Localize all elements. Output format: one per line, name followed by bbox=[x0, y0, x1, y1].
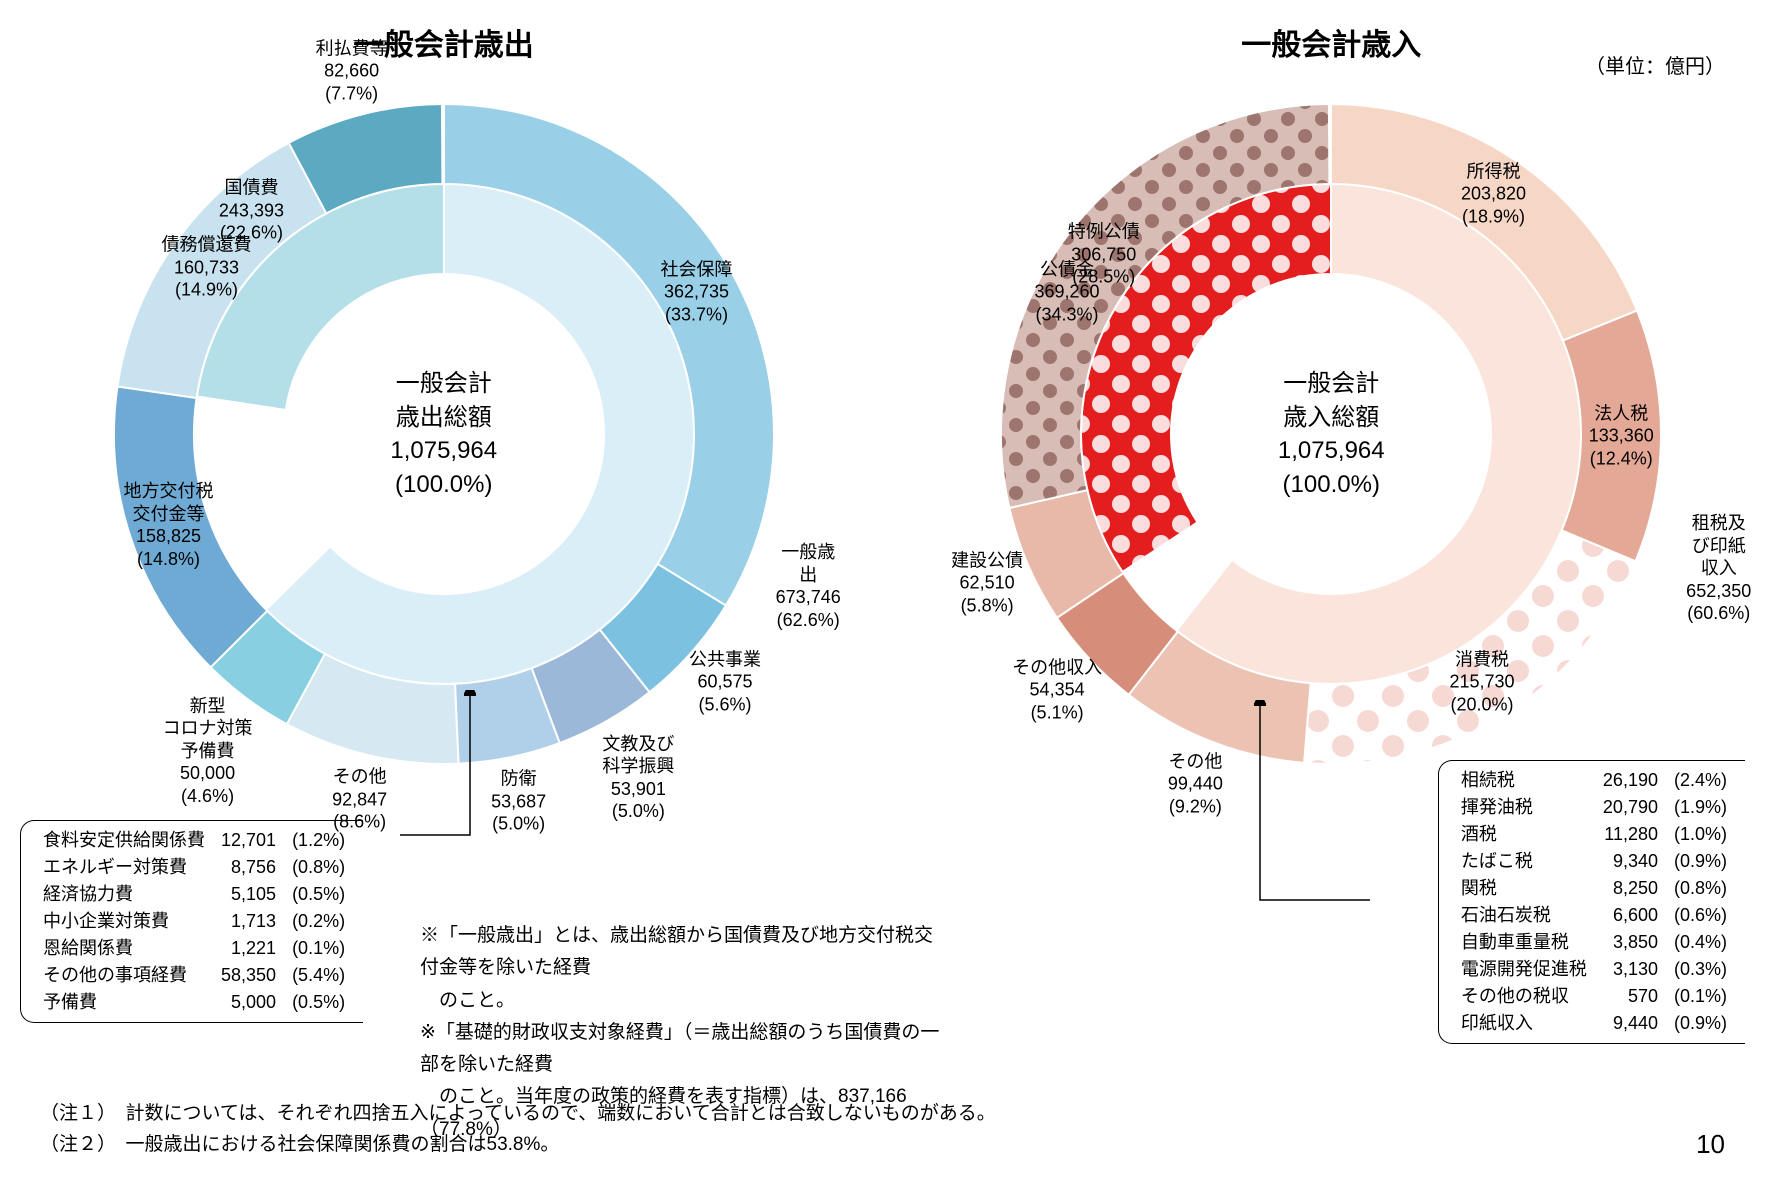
detail-row: 石油石炭税6,600(0.6%) bbox=[1453, 902, 1735, 929]
revenue-leader-line bbox=[1220, 700, 1370, 920]
detail-row: 電源開発促進税3,130(0.3%) bbox=[1453, 956, 1735, 983]
detail-row: 酒税11,280(1.0%) bbox=[1453, 821, 1735, 848]
detail-row: 中小企業対策費1,713(0.2%) bbox=[35, 908, 353, 935]
expenditure-chart: 一般会計歳出 一般会計 歳出総額 1,075,964 (100.0%) 社会保障… bbox=[20, 20, 868, 794]
expenditure-leader-line bbox=[400, 690, 520, 850]
detail-row: 関税8,250(0.8%) bbox=[1453, 875, 1735, 902]
revenue-others-table: 相続税26,190(2.4%)揮発油税20,790(1.9%)酒税11,280(… bbox=[1438, 760, 1745, 1044]
detail-row: 恩給関係費1,221(0.1%) bbox=[35, 935, 353, 962]
expenditure-others-table: 食料安定供給関係費12,701(1.2%)エネルギー対策費8,756(0.8%)… bbox=[20, 820, 363, 1023]
detail-row: 予備費5,000(0.5%) bbox=[35, 989, 353, 1016]
page-number: 10 bbox=[1696, 1129, 1725, 1160]
note-1: （注１） 計数については、それぞれ四捨五入によっているので、端数において合計とは… bbox=[40, 1099, 996, 1129]
detail-row: 自動車重量税3,850(0.4%) bbox=[1453, 929, 1735, 956]
detail-row: 食料安定供給関係費12,701(1.2%) bbox=[35, 827, 353, 854]
detail-row: 相続税26,190(2.4%) bbox=[1453, 767, 1735, 794]
detail-row: 経済協力費5,105(0.5%) bbox=[35, 881, 353, 908]
detail-row: たばこ税9,340(0.9%) bbox=[1453, 848, 1735, 875]
revenue-chart: （単位：億円） 一般会計歳入 一般会計 歳入総額 1,075,964 (100.… bbox=[908, 20, 1756, 794]
detail-row: エネルギー対策費8,756(0.8%) bbox=[35, 854, 353, 881]
bottom-notes: （注１） 計数については、それぞれ四捨五入によっているので、端数において合計とは… bbox=[40, 1099, 996, 1160]
detail-row: 印紙収入9,440(0.9%) bbox=[1453, 1010, 1735, 1037]
detail-row: その他の税収570(0.1%) bbox=[1453, 983, 1735, 1010]
revenue-center-label: 一般会計 歳入総額 1,075,964 (100.0%) bbox=[1278, 367, 1385, 501]
note-2: （注２） 一般歳出における社会保障関係費の割合は53.8%。 bbox=[40, 1130, 996, 1160]
expenditure-title: 一般会計歳出 bbox=[20, 20, 868, 64]
inner-slice-label: 租税及び印紙収入 652,350 (60.6%) bbox=[1686, 512, 1751, 625]
detail-row: その他の事項経費58,350(5.4%) bbox=[35, 962, 353, 989]
expenditure-center-label: 一般会計 歳出総額 1,075,964 (100.0%) bbox=[390, 367, 497, 501]
detail-row: 揮発油税20,790(1.9%) bbox=[1453, 794, 1735, 821]
